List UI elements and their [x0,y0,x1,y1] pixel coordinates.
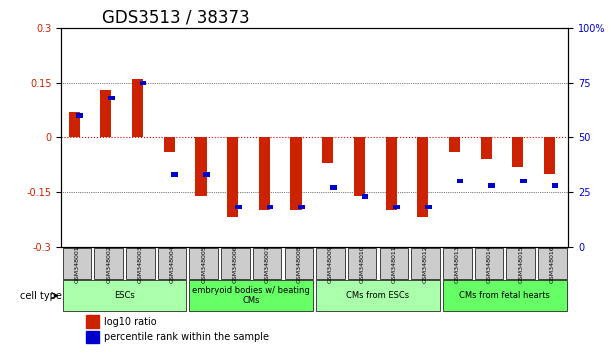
FancyBboxPatch shape [63,248,91,279]
FancyBboxPatch shape [126,248,155,279]
Text: GSM348006: GSM348006 [233,245,238,283]
Bar [203,172,210,177]
Bar [259,137,270,210]
Text: GSM348001: GSM348001 [75,245,79,283]
Text: GSM348014: GSM348014 [486,245,491,283]
Bar [196,137,207,196]
Bar [362,194,368,199]
Text: log10 ratio: log10 ratio [104,317,157,327]
Bar [544,137,555,174]
Bar [266,205,273,210]
FancyBboxPatch shape [475,248,503,279]
Text: ESCs: ESCs [114,291,135,300]
Text: GSM348007: GSM348007 [265,245,269,283]
Text: GSM348002: GSM348002 [106,245,111,283]
Bar [425,205,432,210]
Text: GSM348010: GSM348010 [360,245,365,283]
Text: GSM348013: GSM348013 [455,245,460,283]
FancyBboxPatch shape [316,280,440,312]
FancyBboxPatch shape [189,248,218,279]
FancyBboxPatch shape [189,280,313,312]
Bar [449,137,460,152]
Bar [330,185,337,190]
Bar [417,137,428,217]
Bar [552,183,558,188]
Text: cell type: cell type [20,291,62,301]
Bar [140,81,147,85]
Text: CMs from fetal hearts: CMs from fetal hearts [459,291,551,300]
Text: GSM348004: GSM348004 [169,245,175,283]
Text: CMs from ESCs: CMs from ESCs [346,291,409,300]
FancyBboxPatch shape [285,248,313,279]
FancyBboxPatch shape [443,280,566,312]
Text: GSM348011: GSM348011 [392,245,397,283]
FancyBboxPatch shape [411,248,440,279]
FancyBboxPatch shape [221,248,250,279]
Bar [100,90,111,137]
Text: percentile rank within the sample: percentile rank within the sample [104,332,269,342]
FancyBboxPatch shape [348,248,376,279]
Bar [298,205,305,210]
Bar [87,315,99,328]
Bar [172,172,178,177]
FancyBboxPatch shape [253,248,282,279]
Bar [322,137,333,163]
Bar [68,112,79,137]
Text: GSM348016: GSM348016 [550,245,555,283]
Text: GSM348012: GSM348012 [423,245,428,283]
Bar [87,331,99,343]
Text: embryoid bodies w/ beating
CMs: embryoid bodies w/ beating CMs [192,286,310,306]
Bar [488,183,495,188]
Bar [108,96,115,100]
Bar [386,137,397,210]
FancyBboxPatch shape [507,248,535,279]
Bar [132,79,143,137]
Bar [354,137,365,196]
FancyBboxPatch shape [538,248,566,279]
Text: GSM348005: GSM348005 [201,245,207,283]
Bar [290,137,302,210]
Bar [481,137,492,159]
Bar [164,137,175,152]
Bar [457,179,463,183]
Bar [227,137,238,217]
FancyBboxPatch shape [94,248,123,279]
Bar [393,205,400,210]
FancyBboxPatch shape [443,248,472,279]
Text: GSM348015: GSM348015 [518,245,523,283]
Text: GSM348009: GSM348009 [328,245,333,283]
FancyBboxPatch shape [158,248,186,279]
Bar [76,113,83,118]
Bar [513,137,524,166]
FancyBboxPatch shape [316,248,345,279]
FancyBboxPatch shape [379,248,408,279]
FancyBboxPatch shape [63,280,186,312]
Text: GSM348008: GSM348008 [296,245,301,283]
Text: GDS3513 / 38373: GDS3513 / 38373 [101,9,249,27]
Text: GSM348003: GSM348003 [138,245,143,283]
Bar [520,179,527,183]
Bar [235,205,241,210]
